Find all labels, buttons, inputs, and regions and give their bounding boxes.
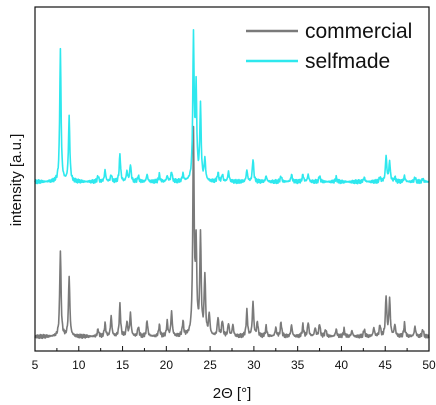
x-axis-label: 2Θ [°] bbox=[213, 385, 252, 402]
x-tick-label: 25 bbox=[203, 358, 217, 372]
x-axis-ticks: 5 10 15 20 25 30 35 40 45 50 bbox=[32, 346, 436, 372]
legend: commercial selfmade bbox=[246, 20, 412, 73]
x-tick-label: 20 bbox=[160, 358, 174, 372]
x-tick-label: 15 bbox=[116, 358, 130, 372]
x-tick-label: 50 bbox=[422, 358, 436, 372]
x-tick-label: 40 bbox=[335, 358, 349, 372]
series-line-commercial bbox=[34, 125, 430, 340]
x-tick-label: 35 bbox=[291, 358, 305, 372]
legend-label-commercial: commercial bbox=[305, 20, 412, 43]
legend-label-selfmade: selfmade bbox=[305, 50, 390, 73]
series-line-selfmade bbox=[34, 28, 430, 185]
series-layer bbox=[34, 28, 430, 340]
x-tick-label: 5 bbox=[32, 358, 39, 372]
y-axis-label: intensity [a.u.] bbox=[8, 134, 25, 227]
x-tick-label: 10 bbox=[72, 358, 86, 372]
x-tick-label: 45 bbox=[379, 358, 393, 372]
x-tick-label: 30 bbox=[247, 358, 261, 372]
